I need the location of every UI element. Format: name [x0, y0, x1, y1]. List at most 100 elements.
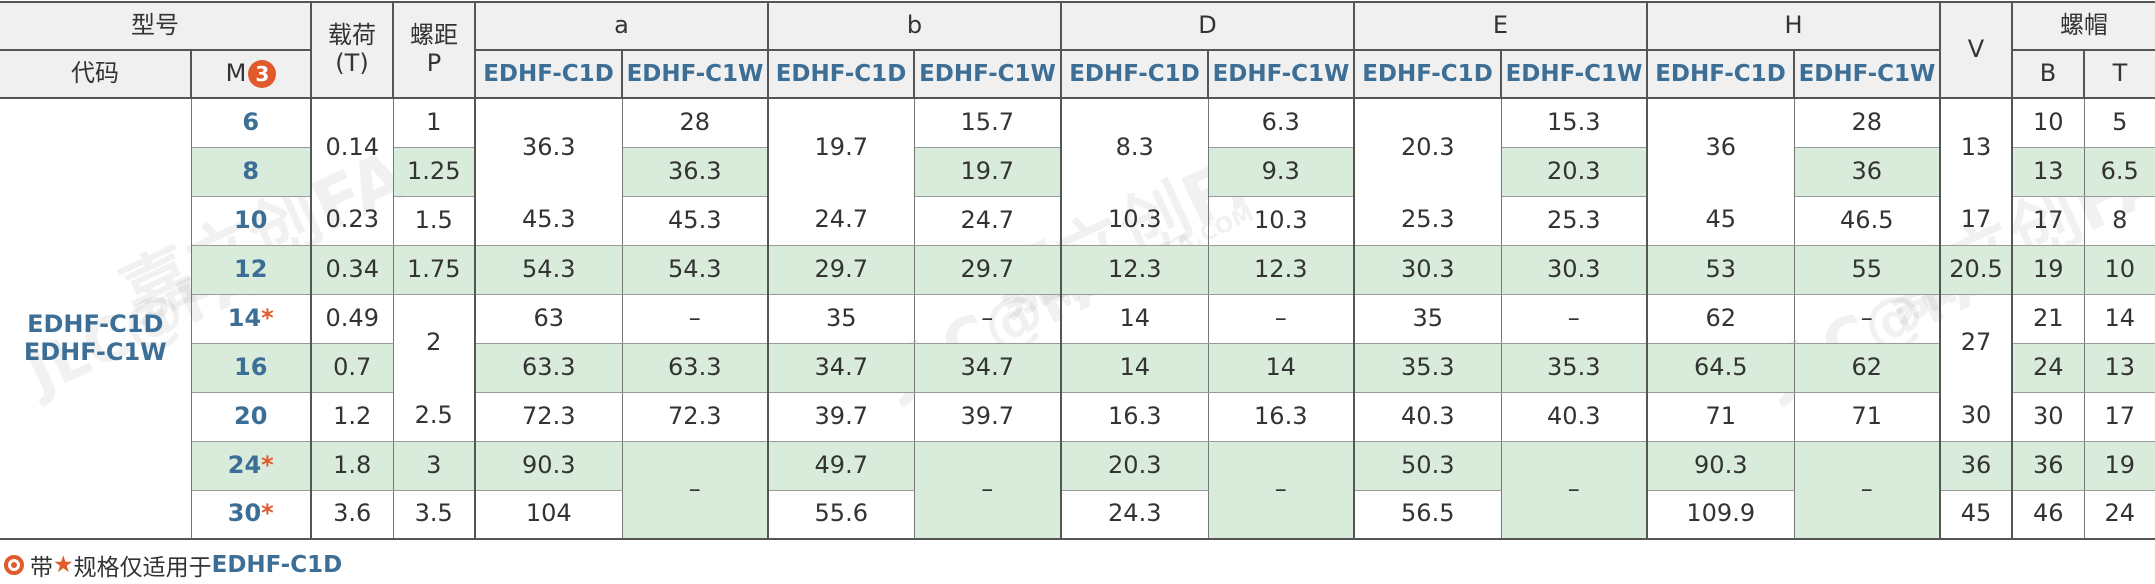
H-c1d-cell: 109.9 [1646, 490, 1795, 540]
header-model: 型号 [0, 1, 312, 51]
a-c1w-cell: 28 [621, 98, 769, 148]
D-c1d-cell: 14 [1060, 343, 1209, 393]
bullet-target-icon [4, 555, 24, 575]
table-row: EDHF-C1D EDHF-C1W 6 0.14 1 36.3 28 19.7 1… [0, 98, 2155, 540]
pitch-cell: 1.5 [392, 196, 476, 246]
table-row: 12 0.34 1.75 54.3 54.3 29.7 29.7 12.3 12… [0, 245, 2155, 295]
E-c1w-cell: – [1500, 441, 1648, 540]
D-c1w-cell: 10.3 [1207, 196, 1355, 246]
header-dim-E: E [1353, 1, 1648, 51]
D-c1w-cell: 9.3 [1207, 147, 1355, 197]
header-b-c1w: EDHF-C1W [913, 49, 1062, 99]
b-c1d-cell: 24.7 [767, 196, 915, 246]
m-cell: 6 [190, 98, 312, 148]
header-dim-V: V [1939, 1, 2013, 99]
H-c1w-cell: 46.5 [1793, 196, 1941, 246]
nut-B-cell: 17 [2011, 196, 2085, 246]
header-nut-T: T [2083, 49, 2155, 99]
nut-T-cell: 6.5 [2083, 147, 2155, 197]
load-cell: 0.14 [310, 98, 394, 196]
V-cell: 36 [1939, 441, 2013, 491]
a-c1d-cell: 104 [474, 490, 623, 540]
E-c1d-cell: 50.3 [1353, 441, 1502, 491]
a-c1d-cell: 63 [474, 294, 623, 344]
header-pitch: 螺距 P [392, 1, 476, 99]
star-icon: ★ [53, 552, 74, 578]
pitch-cell: 3 [392, 441, 476, 491]
E-c1w-cell: 15.3 [1500, 98, 1648, 148]
H-c1w-cell: 71 [1793, 392, 1941, 442]
m-cell: 12 [190, 245, 312, 295]
b-c1w-cell: 19.7 [913, 147, 1062, 197]
E-c1w-cell: 35.3 [1500, 343, 1648, 393]
D-c1w-cell: 6.3 [1207, 98, 1355, 148]
b-c1d-cell: 35 [767, 294, 915, 344]
D-c1w-cell: – [1207, 294, 1355, 344]
header-dim-H: H [1646, 1, 1941, 51]
header-nut-B: B [2011, 49, 2085, 99]
V-cell: 17 [1939, 196, 2013, 246]
a-c1w-cell: – [621, 441, 769, 540]
pitch-cell: 2 [392, 294, 476, 392]
D-c1d-cell: 8.3 [1060, 98, 1209, 196]
E-c1d-cell: 30.3 [1353, 245, 1502, 295]
nut-B-cell: 21 [2011, 294, 2085, 344]
E-c1w-cell: – [1500, 294, 1648, 344]
a-c1d-cell: 72.3 [474, 392, 623, 442]
load-cell: 0.23 [310, 196, 394, 246]
a-c1w-cell: 63.3 [621, 343, 769, 393]
table-row: 10 0.23 1.5 45.3 45.3 24.7 24.7 10.3 10.… [0, 196, 2155, 246]
header-dim-D: D [1060, 1, 1355, 51]
nut-B-cell: 46 [2011, 490, 2085, 540]
E-c1d-cell: 20.3 [1353, 98, 1502, 196]
V-cell: 20.5 [1939, 245, 2013, 295]
H-c1d-cell: 53 [1646, 245, 1795, 295]
a-c1w-cell: 54.3 [621, 245, 769, 295]
nut-T-cell: 24 [2083, 490, 2155, 540]
nut-T-cell: 5 [2083, 98, 2155, 148]
D-c1d-cell: 12.3 [1060, 245, 1209, 295]
nut-B-cell: 19 [2011, 245, 2085, 295]
header-H-c1w: EDHF-C1W [1793, 49, 1941, 99]
header-a-c1d: EDHF-C1D [474, 49, 623, 99]
H-c1d-cell: 71 [1646, 392, 1795, 442]
a-c1d-cell: 54.3 [474, 245, 623, 295]
nut-T-cell: 17 [2083, 392, 2155, 442]
footnote-model: EDHF-C1D [211, 552, 343, 578]
b-c1d-cell: 19.7 [767, 98, 915, 196]
a-c1w-cell: 45.3 [621, 196, 769, 246]
V-cell: 27 [1939, 294, 2013, 392]
b-c1d-cell: 49.7 [767, 441, 915, 491]
H-c1w-cell: 28 [1793, 98, 1941, 148]
H-c1d-cell: 62 [1646, 294, 1795, 344]
header-a-c1w: EDHF-C1W [621, 49, 769, 99]
b-c1d-cell: 55.6 [767, 490, 915, 540]
table-row: 16 0.7 63.3 63.3 34.7 34.7 14 14 35.3 35… [0, 343, 2155, 393]
D-c1w-cell: – [1207, 441, 1355, 540]
V-cell: 45 [1939, 490, 2013, 540]
nut-B-cell: 10 [2011, 98, 2085, 148]
a-c1w-cell: – [621, 294, 769, 344]
header-dim-a: a [474, 1, 769, 51]
b-c1w-cell: – [913, 294, 1062, 344]
D-c1w-cell: 16.3 [1207, 392, 1355, 442]
load-cell: 1.2 [310, 392, 394, 442]
D-c1d-cell: 10.3 [1060, 196, 1209, 246]
code-cell: EDHF-C1D EDHF-C1W [0, 98, 192, 540]
footnote-prefix: 带 [30, 555, 53, 581]
b-c1d-cell: 29.7 [767, 245, 915, 295]
b-c1d-cell: 39.7 [767, 392, 915, 442]
nut-B-cell: 36 [2011, 441, 2085, 491]
pitch-cell: 1.75 [392, 245, 476, 295]
m-cell: 8 [190, 147, 312, 197]
header-dim-b: b [767, 1, 1062, 51]
b-c1w-cell: 24.7 [913, 196, 1062, 246]
load-cell: 0.7 [310, 343, 394, 393]
a-c1w-cell: 72.3 [621, 392, 769, 442]
E-c1d-cell: 40.3 [1353, 392, 1502, 442]
nut-B-cell: 13 [2011, 147, 2085, 197]
load-cell: 3.6 [310, 490, 394, 540]
footnote: 带 ★ 规格仅适用于 EDHF-C1D [0, 550, 343, 581]
m-cell: 14* [190, 294, 312, 344]
